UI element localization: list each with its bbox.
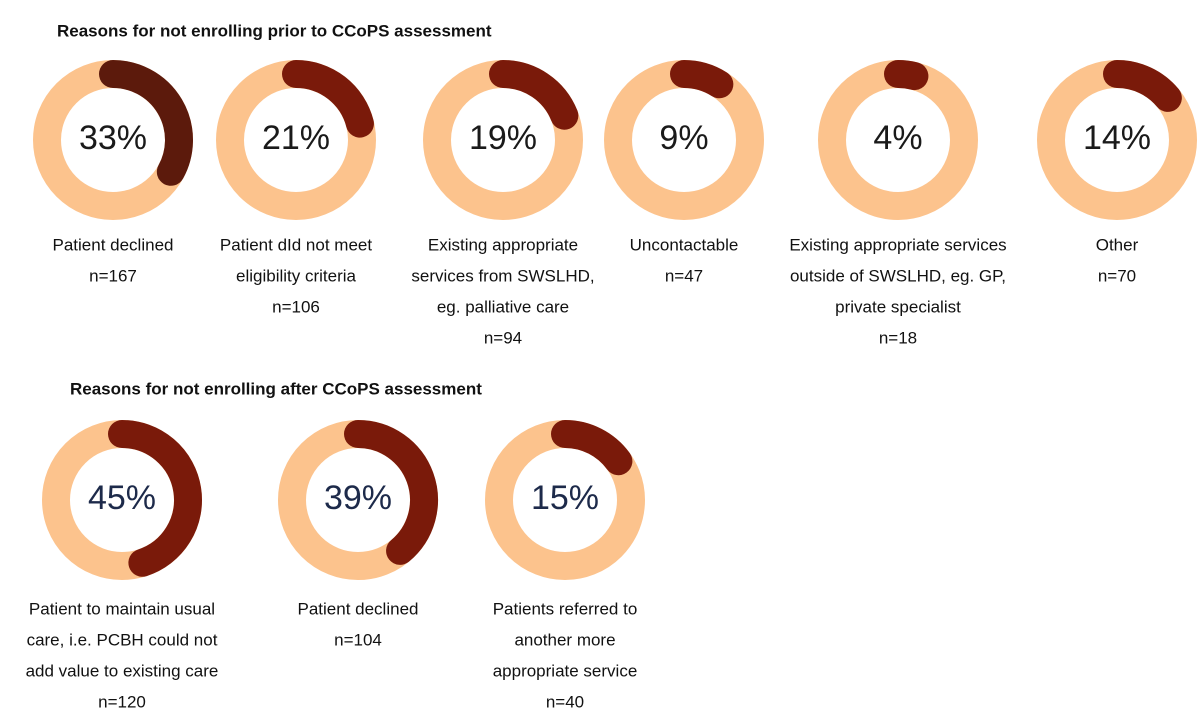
percent-label: 4% [873,119,922,157]
category-label: Patient declined [53,235,174,254]
count-label: n=47 [665,266,703,285]
count-label: n=104 [334,630,382,649]
category-label: appropriate service [493,661,638,680]
percent-label: 14% [1083,119,1151,157]
chart-title: Reasons for not enrolling prior to CCoPS… [57,21,492,40]
donut-arc [344,420,438,565]
count-label: n=70 [1098,266,1136,285]
category-label: Patient declined [298,599,419,618]
category-label: outside of SWSLHD, eg. GP, [790,266,1006,285]
category-label: Existing appropriate [428,235,578,254]
category-label: Other [1096,235,1139,254]
count-label: n=94 [484,328,522,347]
category-label: Uncontactable [630,235,739,254]
count-label: n=18 [879,328,917,347]
category-label: private specialist [835,297,961,316]
percent-label: 15% [531,479,599,517]
category-label: another more [514,630,615,649]
percent-label: 21% [262,119,330,157]
category-label: care, i.e. PCBH could not [27,630,218,649]
donut-arc [1103,60,1182,112]
count-label: n=120 [98,692,146,711]
percent-label: 45% [88,479,156,517]
percent-label: 9% [659,119,708,157]
donut-arc [884,60,929,91]
donut-arc [99,60,193,186]
count-label: n=167 [89,266,137,285]
donut-arc [670,60,734,99]
percent-label: 39% [324,479,392,517]
category-label: Existing appropriate services [789,235,1006,254]
category-label: eg. palliative care [437,297,569,316]
category-label: Patient dId not meet [220,235,372,254]
donut-arc [108,420,202,577]
category-label: services from SWSLHD, [411,266,594,285]
count-label: n=40 [546,692,584,711]
category-label: Patient to maintain usual [29,599,215,618]
category-label: add value to existing care [26,661,219,680]
category-label: eligibility criteria [236,266,357,285]
count-label: n=106 [272,297,320,316]
percent-label: 19% [469,119,537,157]
donut-arc [282,60,374,138]
donut-arc [551,420,633,476]
percent-label: 33% [79,119,147,157]
category-label: Patients referred to [493,599,638,618]
chart-title: Reasons for not enrolling after CCoPS as… [70,379,482,398]
donut-arc [489,60,579,130]
